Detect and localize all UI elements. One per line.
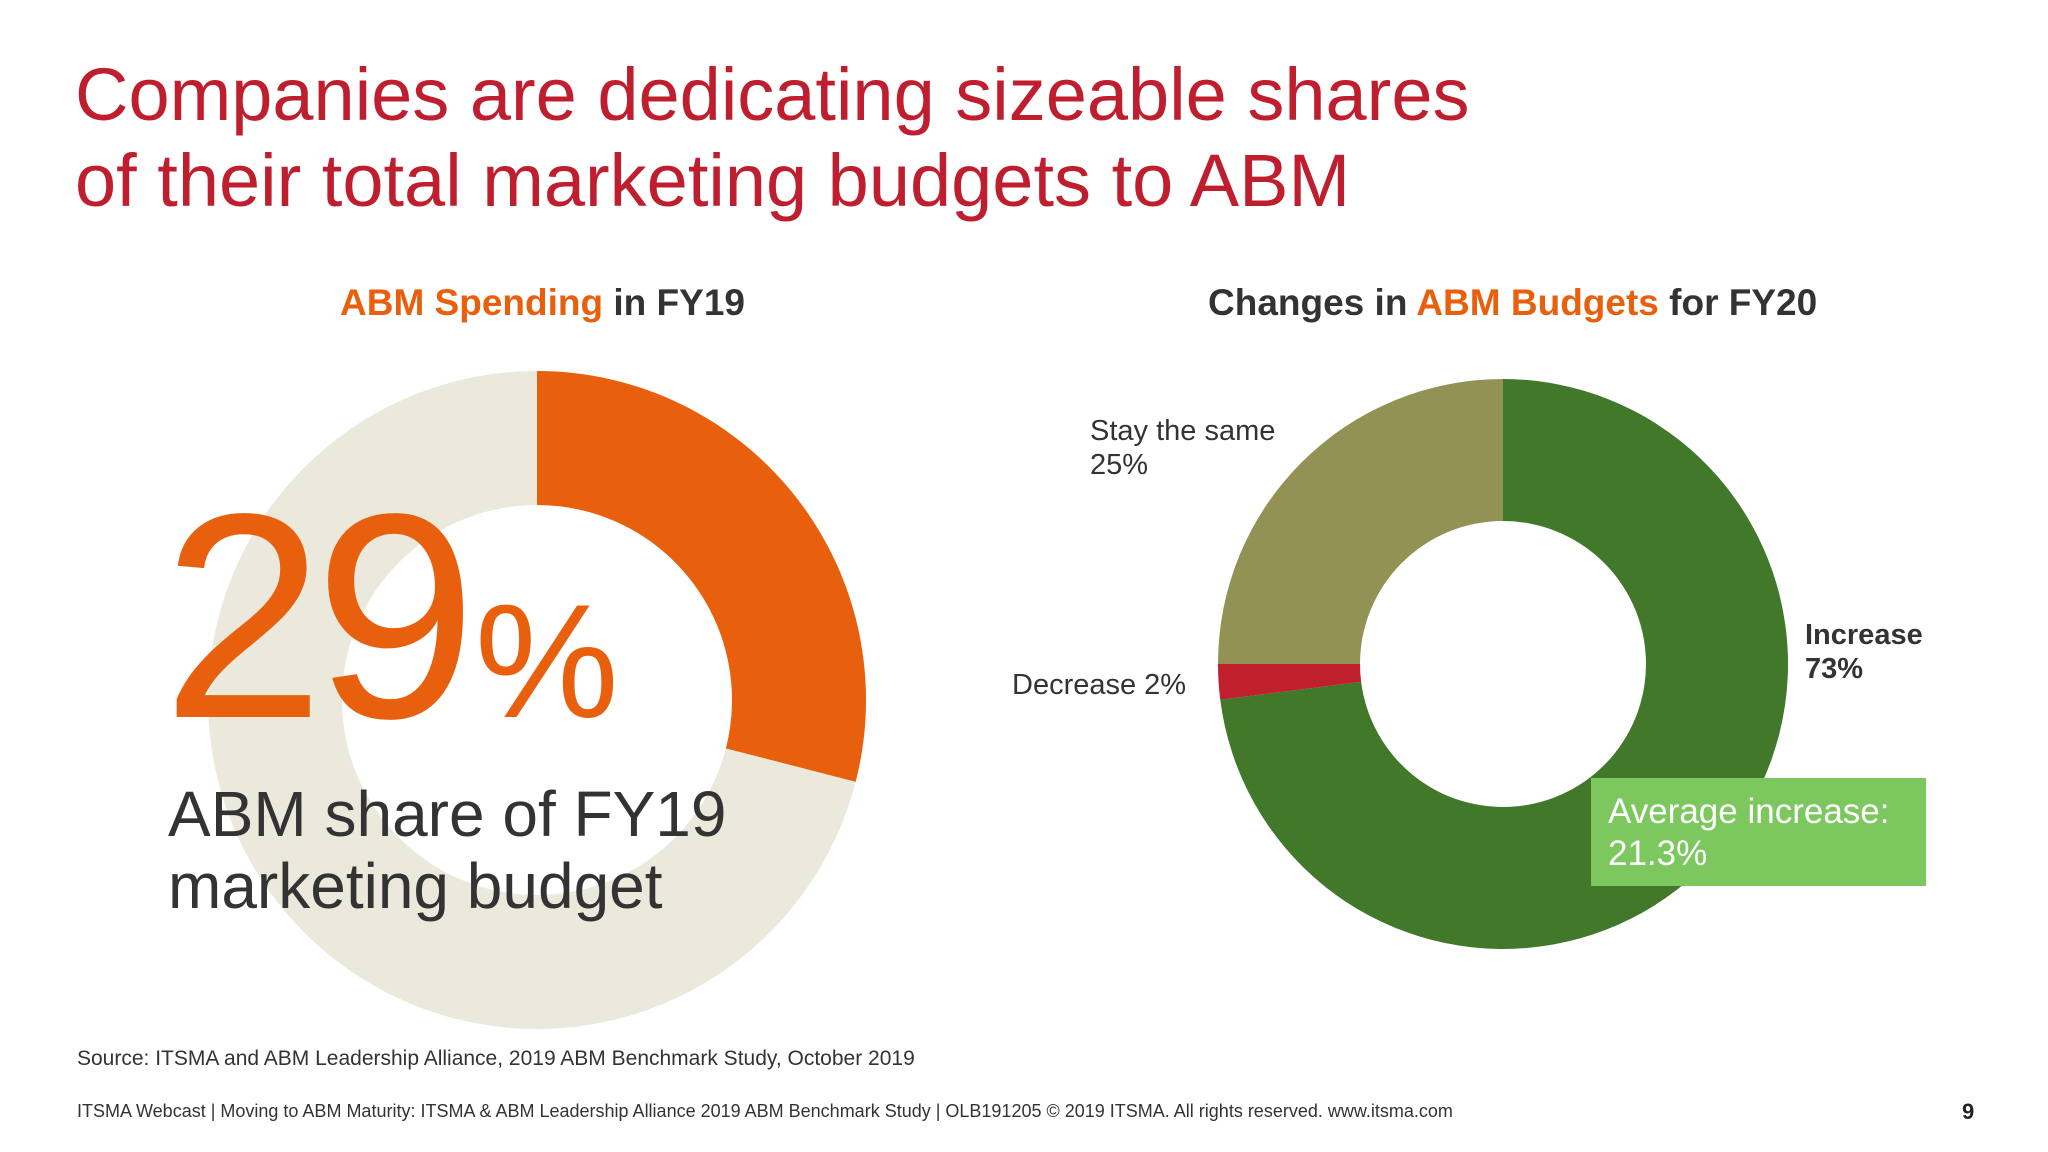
left-title-highlight: ABM Spending [340,282,604,323]
label-increase-value: 73% [1805,653,1864,685]
source-note: Source: ITSMA and ABM Leadership Allianc… [77,1047,915,1070]
right-title-highlight: ABM Budgets [1416,282,1659,323]
left-title-rest: in FY19 [603,282,745,323]
abm-share-caption: ABM share of FY19 marketing budget [168,778,726,922]
footer-text: ITSMA Webcast | Moving to ABM Maturity: … [77,1101,1453,1121]
average-increase-callout: Average increase: 21.3% [1591,778,1926,886]
title-line-2: of their total marketing budgets to ABM [75,139,1351,222]
caption-line-1: ABM share of FY19 [168,778,727,850]
page-number: 9 [1962,1099,1975,1124]
caption-line-2: marketing budget [168,850,663,922]
right-title-pre: Changes in [1208,282,1417,323]
label-increase-name: Increase [1805,619,1923,651]
label-stay-the-same-name: Stay the same [1090,415,1276,447]
abm-share-unit: % [474,571,619,752]
callout-line-1: Average increase: [1608,792,1890,831]
callout-line-2: 21.3% [1608,834,1708,873]
label-stay-the-same-value: 25% [1090,449,1149,481]
slice-abm-share [537,371,866,782]
abm-share-value: 29% [162,470,619,808]
label-increase: Increase 73% [1805,618,1923,686]
left-chart-title: ABM Spending in FY19 [340,282,745,324]
slice-decrease [1218,664,1362,700]
label-stay-the-same: Stay the same 25% [1090,414,1275,482]
title-line-1: Companies are dedicating sizeable shares [75,53,1470,136]
right-title-post: for FY20 [1658,282,1818,323]
right-chart-title: Changes in ABM Budgets for FY20 [1208,282,1817,324]
label-decrease: Decrease 2% [1012,669,1187,701]
slice-stay-the-same [1218,379,1503,664]
slide-title: Companies are dedicating sizeable shares… [75,52,1675,224]
slice-rest-of-budget [207,371,856,1029]
abm-share-number: 29 [162,453,477,779]
